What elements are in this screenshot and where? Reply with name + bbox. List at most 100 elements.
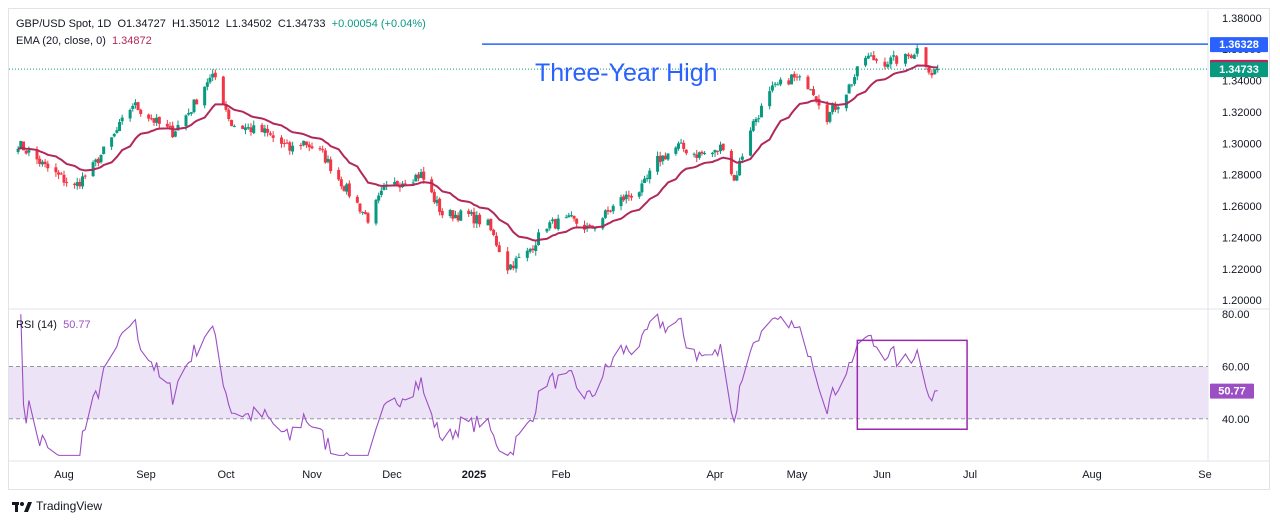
candle bbox=[271, 131, 275, 143]
candle-body bbox=[648, 170, 652, 180]
candle bbox=[790, 74, 794, 85]
candle bbox=[285, 139, 289, 145]
candle-body bbox=[795, 76, 799, 78]
candle bbox=[419, 168, 423, 179]
candle-body bbox=[221, 76, 225, 105]
candle-body bbox=[936, 69, 940, 71]
candle-body bbox=[864, 57, 868, 66]
candle bbox=[622, 194, 626, 202]
candle-body bbox=[640, 183, 644, 193]
candle bbox=[603, 209, 607, 219]
candle bbox=[102, 146, 106, 155]
candle bbox=[165, 119, 169, 129]
candle bbox=[59, 171, 63, 175]
candle-body bbox=[663, 155, 667, 160]
candle bbox=[128, 108, 132, 122]
candle bbox=[749, 127, 753, 157]
candle-body bbox=[304, 141, 308, 146]
close-price-badge: 1.34733 bbox=[1210, 62, 1268, 78]
candle-body bbox=[627, 195, 631, 197]
candle bbox=[695, 149, 699, 163]
candle bbox=[601, 217, 605, 231]
candle bbox=[393, 177, 397, 186]
candle-body bbox=[467, 210, 471, 214]
close-price-badge-text: 1.34733 bbox=[1219, 64, 1259, 76]
candle bbox=[648, 168, 652, 184]
candle bbox=[432, 189, 436, 205]
candle bbox=[347, 180, 351, 199]
candle bbox=[451, 209, 455, 222]
candle-body bbox=[875, 59, 879, 61]
time-tick-label: Feb bbox=[552, 469, 571, 481]
candle-body bbox=[556, 218, 560, 230]
candle bbox=[73, 182, 77, 189]
candle bbox=[299, 142, 303, 150]
candle-body bbox=[358, 203, 362, 212]
candle bbox=[537, 228, 541, 246]
candle-body bbox=[751, 121, 755, 131]
candle bbox=[564, 214, 568, 219]
candle bbox=[65, 177, 69, 187]
candle-body bbox=[676, 143, 680, 149]
candle-body bbox=[903, 53, 907, 64]
candle-body bbox=[102, 146, 106, 154]
candle bbox=[430, 176, 434, 194]
rsi-legend: RSI (14) 50.77 bbox=[16, 318, 91, 332]
candle bbox=[416, 171, 420, 182]
candle-body bbox=[847, 84, 851, 94]
candle-body bbox=[666, 153, 670, 160]
candle-body bbox=[716, 150, 720, 152]
candle-body bbox=[189, 112, 193, 114]
candle-body bbox=[81, 176, 85, 187]
candle-body bbox=[569, 215, 573, 217]
candle bbox=[666, 153, 670, 161]
rsi-tick-label: 80.00 bbox=[1222, 309, 1250, 321]
candle-body bbox=[403, 183, 407, 185]
candle-body bbox=[497, 245, 501, 253]
candle bbox=[936, 64, 940, 73]
candle bbox=[131, 103, 135, 112]
candle bbox=[798, 74, 802, 81]
candle bbox=[345, 182, 349, 195]
candle bbox=[787, 78, 791, 86]
close-price-badge-bg bbox=[1210, 62, 1268, 78]
candle-body bbox=[700, 151, 704, 154]
resistance-price-badge-bg bbox=[1210, 37, 1268, 53]
candle-body bbox=[451, 210, 455, 219]
candle-body bbox=[459, 210, 463, 221]
candle-body bbox=[517, 256, 521, 258]
candle-body bbox=[318, 148, 322, 150]
candle-body bbox=[844, 94, 848, 109]
candle bbox=[453, 210, 457, 219]
candle bbox=[435, 195, 439, 207]
candle-body bbox=[624, 194, 628, 200]
candle-body bbox=[414, 174, 418, 182]
candle-body bbox=[682, 142, 686, 149]
candle bbox=[492, 228, 496, 237]
candle bbox=[738, 157, 742, 176]
candle-body bbox=[339, 179, 343, 187]
candle-body bbox=[208, 77, 212, 83]
candles bbox=[16, 44, 940, 275]
candle-body bbox=[195, 99, 199, 105]
candle-body bbox=[321, 149, 325, 151]
candle-body bbox=[757, 118, 761, 120]
rsi-value-badge-text: 50.77 bbox=[1218, 386, 1246, 398]
candle-body bbox=[432, 191, 436, 203]
candle-body bbox=[395, 180, 399, 186]
candle bbox=[438, 197, 442, 216]
candle-body bbox=[850, 84, 854, 86]
candle-body bbox=[738, 160, 742, 176]
candle-body bbox=[572, 215, 576, 219]
time-tick-label: Apr bbox=[706, 469, 723, 481]
candle bbox=[795, 73, 799, 81]
candle bbox=[227, 107, 231, 122]
candle-body bbox=[609, 210, 613, 212]
candle-body bbox=[472, 211, 476, 224]
candle-body bbox=[99, 154, 103, 163]
candle-body bbox=[545, 228, 549, 232]
candle-body bbox=[438, 198, 442, 212]
candle bbox=[759, 103, 763, 118]
candle-body bbox=[567, 215, 571, 218]
